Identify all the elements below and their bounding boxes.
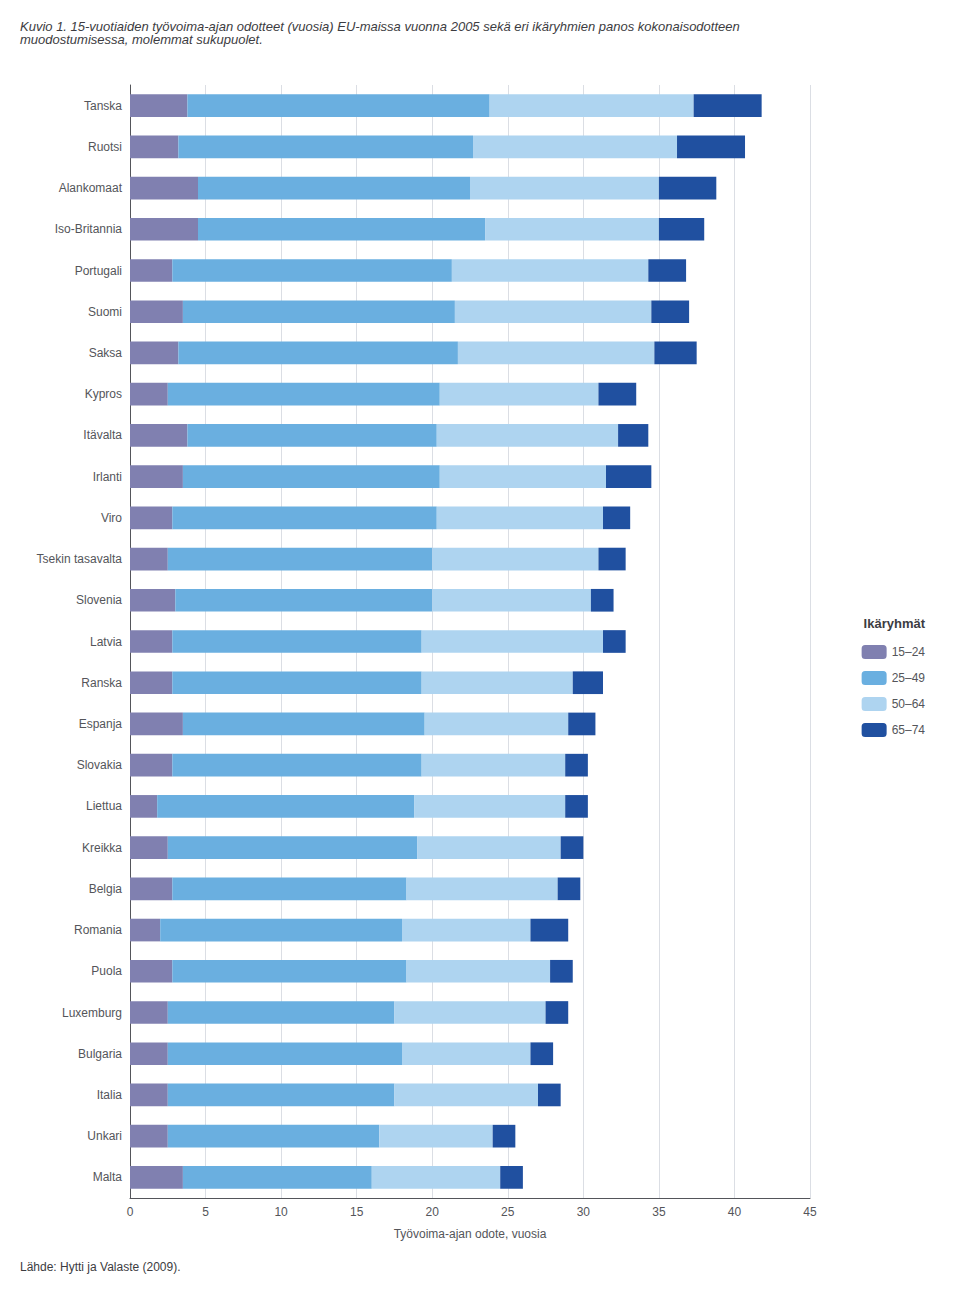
svg-text:Puola: Puola [91, 964, 122, 978]
svg-text:40: 40 [728, 1205, 742, 1219]
svg-text:20: 20 [426, 1205, 440, 1219]
svg-text:Kreikka: Kreikka [82, 841, 122, 855]
svg-text:5: 5 [202, 1205, 209, 1219]
svg-text:15–24: 15–24 [892, 645, 926, 659]
svg-text:65–74: 65–74 [892, 723, 926, 737]
svg-text:Romania: Romania [74, 923, 122, 937]
svg-text:Suomi: Suomi [88, 305, 122, 319]
svg-text:Lähde: Hytti ja Valaste (2009): Lähde: Hytti ja Valaste (2009). [20, 1260, 181, 1274]
svg-text:Slovakia: Slovakia [77, 758, 123, 772]
svg-text:Tanska: Tanska [84, 99, 122, 113]
svg-text:Irlanti: Irlanti [93, 470, 122, 484]
svg-text:30: 30 [577, 1205, 591, 1219]
svg-text:Bulgaria: Bulgaria [78, 1047, 122, 1061]
svg-text:10: 10 [274, 1205, 288, 1219]
svg-text:15: 15 [350, 1205, 364, 1219]
svg-text:Iso-Britannia: Iso-Britannia [55, 222, 123, 236]
svg-text:Itävalta: Itävalta [83, 428, 122, 442]
svg-text:muodostumisessa, molemmat suku: muodostumisessa, molemmat sukupuolet. [20, 32, 263, 47]
svg-text:Ranska: Ranska [81, 676, 122, 690]
svg-text:Ruotsi: Ruotsi [88, 140, 122, 154]
svg-text:Belgia: Belgia [89, 882, 123, 896]
svg-text:Portugali: Portugali [75, 264, 122, 278]
svg-text:Slovenia: Slovenia [76, 593, 122, 607]
svg-text:Italia: Italia [97, 1088, 123, 1102]
svg-text:45: 45 [803, 1205, 817, 1219]
svg-text:Liettua: Liettua [86, 799, 122, 813]
svg-text:Latvia: Latvia [90, 635, 122, 649]
svg-text:Kypros: Kypros [85, 387, 122, 401]
svg-text:Malta: Malta [93, 1170, 123, 1184]
svg-text:Tsekin tasavalta: Tsekin tasavalta [37, 552, 123, 566]
svg-text:Unkari: Unkari [87, 1129, 122, 1143]
svg-text:Ikäryhmät: Ikäryhmät [864, 616, 926, 631]
svg-text:50–64: 50–64 [892, 697, 926, 711]
svg-text:Alankomaat: Alankomaat [59, 181, 123, 195]
svg-text:35: 35 [652, 1205, 666, 1219]
svg-text:25–49: 25–49 [892, 671, 926, 685]
svg-text:Viro: Viro [101, 511, 122, 525]
svg-text:Luxemburg: Luxemburg [62, 1006, 122, 1020]
svg-text:Kuvio 1. 15-vuotiaiden työvoim: Kuvio 1. 15-vuotiaiden työvoima-ajan odo… [20, 19, 740, 34]
svg-text:Espanja: Espanja [79, 717, 123, 731]
svg-text:Työvoima-ajan odote, vuosia: Työvoima-ajan odote, vuosia [394, 1227, 547, 1241]
svg-text:25: 25 [501, 1205, 515, 1219]
svg-text:Saksa: Saksa [89, 346, 123, 360]
svg-text:0: 0 [127, 1205, 134, 1219]
